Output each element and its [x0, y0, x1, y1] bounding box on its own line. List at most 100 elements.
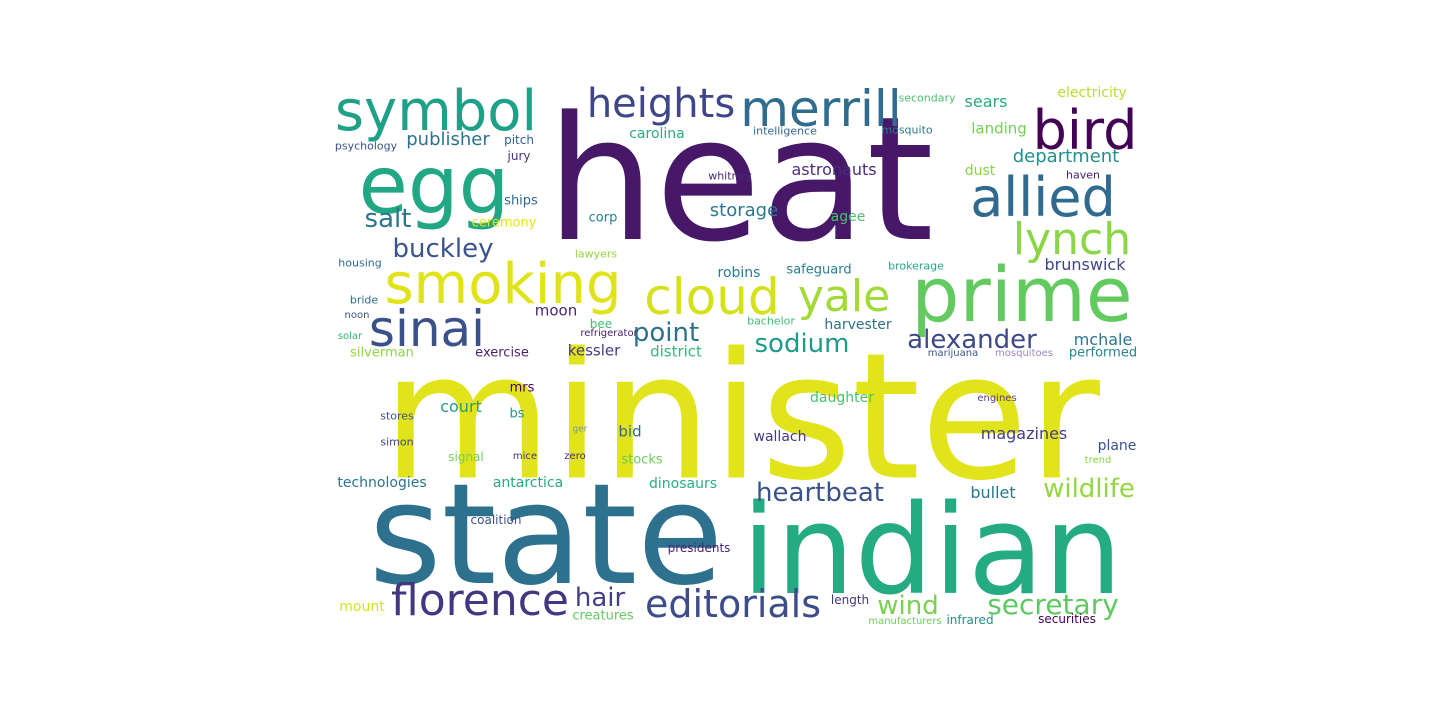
word-coalition: coalition [470, 513, 522, 527]
word-solar: solar [337, 331, 363, 342]
word-bird: bird [1032, 99, 1138, 162]
word-performed: performed [1068, 345, 1138, 361]
word-secretary: secretary [987, 588, 1119, 621]
word-mrs: mrs [509, 380, 535, 396]
word-storage: storage [709, 200, 779, 221]
word-bullet: bullet [970, 483, 1016, 502]
word-robins: robins [717, 265, 761, 281]
word-ceremony: ceremony [471, 215, 537, 231]
word-district: district [650, 342, 702, 361]
word-minister: minister [381, 316, 1101, 520]
word-antarctica: antarctica [492, 475, 564, 491]
word-manufacturers: manufacturers [868, 616, 942, 627]
word-zero: zero [564, 451, 586, 462]
word-wallach: wallach [753, 429, 807, 445]
word-magazines: magazines [980, 424, 1068, 443]
word-corp: corp [588, 210, 618, 226]
word-lynch: lynch [1012, 214, 1132, 265]
word-psychology: psychology [334, 139, 398, 153]
word-heat: heat [546, 79, 934, 280]
word-point: point [632, 318, 700, 348]
word-merrill: merrill [740, 80, 902, 138]
word-silverman: silverman [350, 345, 414, 361]
word-creatures: creatures [572, 608, 634, 624]
word-presidents: presidents [667, 541, 731, 555]
word-signal: signal [448, 450, 484, 464]
word-wildlife: wildlife [1043, 474, 1135, 504]
word-housing: housing [338, 256, 382, 270]
word-sears: sears [964, 92, 1008, 111]
word-bee: bee [589, 317, 613, 331]
word-prime: prime [911, 250, 1133, 339]
word-allied: allied [970, 166, 1116, 229]
word-marijuana: marijuana [927, 348, 979, 359]
word-alexander: alexander [907, 325, 1037, 355]
word-electricity: electricity [1057, 85, 1127, 101]
word-landing: landing [971, 119, 1027, 138]
word-symbol: symbol [334, 79, 538, 144]
word-cloud: cloud [644, 268, 780, 326]
word-technologies: technologies [337, 475, 427, 491]
word-exercise: exercise [475, 345, 529, 361]
word-whitney: whitney [708, 169, 752, 183]
word-intelligence: intelligence [753, 124, 817, 138]
word-infrared: infrared [946, 613, 994, 627]
word-refrigerator: refrigerator [580, 328, 638, 339]
word-buckley: buckley [392, 234, 494, 264]
word-bride: bride [349, 293, 379, 307]
word-moon: moon [534, 301, 578, 320]
word-state: state [368, 454, 724, 617]
word-mice: mice [512, 451, 538, 462]
word-indian: indian [741, 479, 1123, 623]
word-yale: yale [797, 271, 891, 322]
word-mchale: mchale [1073, 330, 1133, 349]
word-agee: agee [830, 209, 866, 225]
word-lawyers: lawyers [574, 247, 618, 261]
word-kessler: kessler [567, 341, 621, 360]
word-length: length [830, 593, 870, 607]
word-trend: trend [1084, 455, 1112, 466]
word-engines: engines [977, 393, 1017, 404]
word-astronauts: astronauts [791, 160, 877, 179]
word-ships: ships [504, 193, 538, 209]
word-daughter: daughter [810, 390, 874, 406]
word-brokerage: brokerage [888, 259, 944, 273]
word-sinai: sinai [368, 300, 486, 358]
word-ger: ger [572, 424, 588, 435]
word-brunswick: brunswick [1044, 255, 1126, 274]
word-mosquitoes: mosquitoes [995, 348, 1053, 359]
word-department: department [1012, 146, 1120, 167]
word-heights: heights [586, 81, 736, 127]
word-editorials: editorials [644, 582, 822, 626]
word-stocks: stocks [621, 452, 663, 468]
word-smoking: smoking [384, 252, 622, 317]
word-bachelor: bachelor [747, 314, 795, 328]
word-noon: noon [344, 310, 370, 321]
word-wind: wind [877, 591, 939, 621]
word-pitch: pitch [504, 133, 534, 147]
word-haven: haven [1066, 168, 1100, 182]
word-sodium: sodium [754, 329, 850, 359]
word-mosquito: mosquito [881, 123, 933, 137]
word-dinosaurs: dinosaurs [648, 476, 718, 492]
word-bs: bs [509, 406, 525, 422]
word-dust: dust [964, 163, 996, 179]
word-florence: florence [391, 575, 569, 626]
word-heartbeat: heartbeat [756, 478, 884, 508]
word-salt: salt [364, 204, 412, 234]
word-bid: bid [618, 422, 642, 441]
word-secondary: secondary [898, 91, 956, 105]
word-securities: securities [1038, 612, 1096, 626]
word-egg: egg [358, 139, 510, 232]
word-simon: simon [380, 435, 414, 449]
word-mount: mount [339, 599, 385, 615]
word-carolina: carolina [629, 126, 685, 142]
word-safeguard: safeguard [786, 262, 852, 278]
word-publisher: publisher [406, 129, 490, 150]
word-hair: hair [574, 583, 626, 613]
word-harvester: harvester [824, 317, 892, 333]
word-court: court [440, 397, 482, 416]
word-plane: plane [1097, 438, 1137, 454]
word-jury: jury [507, 149, 531, 163]
